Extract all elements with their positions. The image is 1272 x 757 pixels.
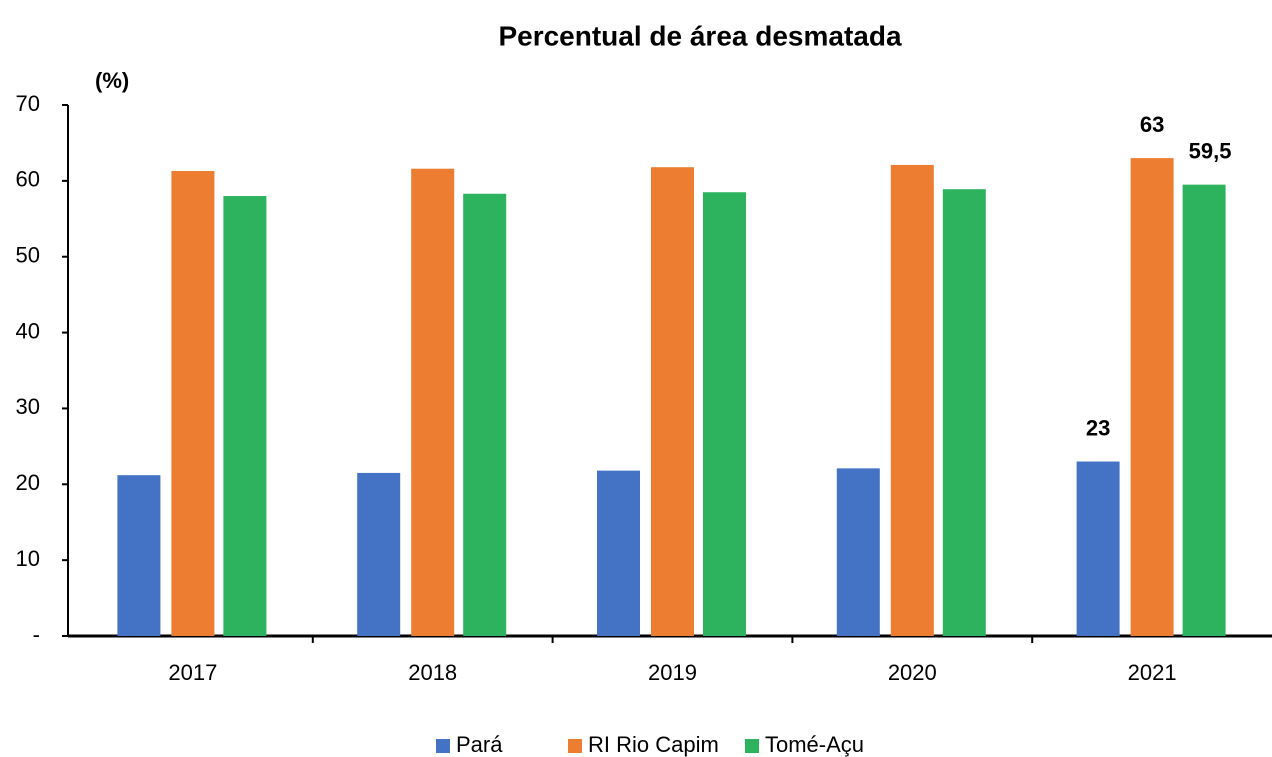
legend-label: Pará: [456, 732, 503, 757]
y-tick-label: 70: [16, 91, 40, 116]
y-tick-label: 60: [16, 167, 40, 192]
y-axis-label: (%): [95, 68, 129, 93]
y-tick-label: 20: [16, 470, 40, 495]
legend-swatch: [568, 739, 582, 753]
bar: [1130, 158, 1174, 636]
bar: [223, 196, 267, 636]
x-tick-label: 2019: [648, 660, 697, 685]
bar: [117, 475, 161, 636]
legend-label: RI Rio Capim: [588, 732, 719, 757]
bar: [1182, 184, 1226, 636]
x-tick-label: 2018: [408, 660, 457, 685]
bar: [597, 470, 640, 636]
x-tick-label: 2017: [168, 660, 217, 685]
y-tick-label: 30: [16, 394, 40, 419]
legend-swatch: [436, 739, 450, 753]
y-tick-label: 10: [16, 546, 40, 571]
bar: [357, 472, 401, 636]
data-label: 23: [1086, 415, 1110, 440]
bar: [463, 193, 507, 636]
legend-label: Tomé-Açu: [765, 732, 864, 757]
bar: [703, 192, 746, 636]
data-label: 63: [1140, 112, 1164, 137]
y-tick-label: -: [33, 622, 40, 647]
data-label: 59,5: [1189, 138, 1232, 163]
x-tick-label: 2021: [1128, 660, 1177, 685]
bar: [942, 189, 986, 637]
y-tick-label: 40: [16, 318, 40, 343]
bar: [836, 468, 880, 636]
chart-title: Percentual de área desmatada: [498, 20, 902, 51]
bar: [651, 167, 694, 636]
bar: [171, 170, 215, 636]
y-tick-label: 50: [16, 243, 40, 268]
legend-swatch: [745, 739, 759, 753]
bar: [890, 164, 934, 637]
x-tick-label: 2020: [888, 660, 937, 685]
bar: [411, 168, 455, 636]
bar: [1076, 461, 1120, 636]
